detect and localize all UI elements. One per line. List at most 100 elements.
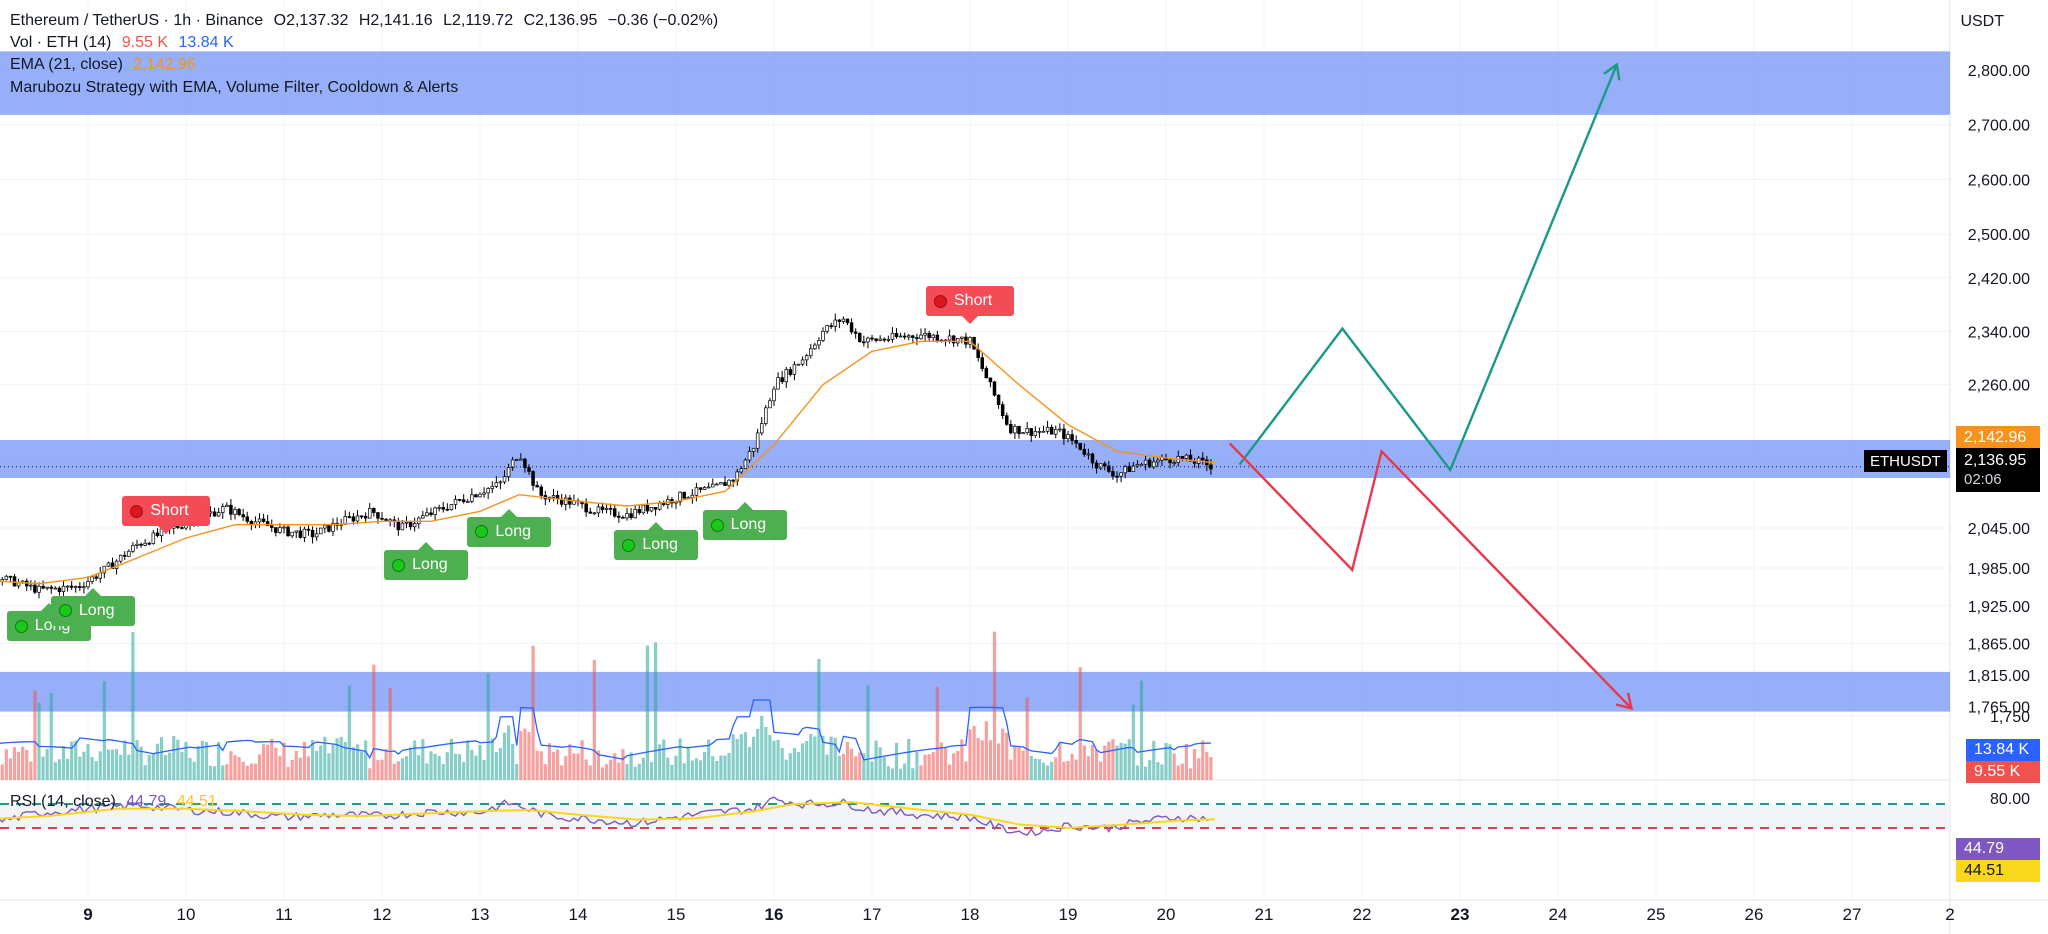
- candle-body: [290, 531, 294, 537]
- signal-dot-icon: [58, 604, 72, 618]
- candle-body: [265, 521, 270, 527]
- signal-long-label[interactable]: Long: [384, 542, 469, 580]
- volume-bar: [168, 752, 172, 780]
- candle-body: [1172, 462, 1176, 465]
- volume-bar: [302, 741, 307, 780]
- candle-body: [690, 494, 695, 498]
- candle-body: [1025, 428, 1029, 434]
- candle-body: [588, 511, 592, 514]
- volume-bar: [1099, 761, 1103, 780]
- volume-bar: [237, 756, 241, 780]
- candle-body: [862, 341, 866, 344]
- candle-body: [600, 506, 605, 510]
- candle-body: [114, 560, 119, 569]
- candle-body: [282, 526, 286, 529]
- candle-body: [886, 339, 891, 341]
- time-tick-label: 12: [373, 905, 392, 924]
- candle-body: [408, 521, 413, 528]
- volume-bar: [1070, 753, 1074, 780]
- volume-bar: [1086, 756, 1091, 780]
- legend-ema-value: 2,142.96: [133, 56, 196, 73]
- legend-low: L2,119.72: [443, 12, 514, 29]
- volume-bar: [127, 754, 131, 780]
- volume-bar: [813, 736, 817, 780]
- legend-rsi[interactable]: RSI (14, close) 44.79 44.51: [10, 793, 217, 811]
- volume-bar: [984, 721, 988, 780]
- volume-bar: [82, 751, 86, 780]
- candle-body: [1062, 428, 1066, 440]
- volume-bar: [384, 748, 388, 780]
- volume-bar: [751, 736, 756, 780]
- volume-bar: [968, 729, 972, 780]
- volume-bar: [768, 735, 772, 780]
- legend-ema[interactable]: EMA (21, close) 2,142.96: [10, 56, 196, 74]
- signal-short-label[interactable]: Short: [122, 496, 211, 534]
- volume-bar: [217, 741, 221, 780]
- volume-bar: [319, 745, 323, 780]
- volume-bar: [294, 750, 298, 780]
- signal-text: Short: [150, 502, 189, 519]
- volume-bar: [898, 768, 903, 780]
- signal-long-label[interactable]: Long: [702, 502, 787, 540]
- volume-bar: [653, 642, 658, 780]
- volume-bar: [106, 749, 111, 780]
- candle-body: [396, 520, 401, 531]
- volume-bar: [25, 750, 29, 780]
- candle-body: [825, 325, 829, 332]
- price-tick-label: 1,925.00: [1968, 599, 2030, 616]
- candle-body: [323, 525, 327, 529]
- candle-body: [1209, 464, 1213, 470]
- signal-long-label[interactable]: Long: [614, 522, 699, 560]
- candle-body: [1070, 434, 1074, 441]
- candle-body: [604, 508, 609, 510]
- signal-long-label[interactable]: Long: [467, 508, 552, 547]
- signal-short-label[interactable]: Short: [926, 286, 1014, 324]
- price-unit-label[interactable]: USDT: [1960, 13, 2004, 30]
- candle-body: [1123, 465, 1127, 474]
- volume-bar: [870, 761, 874, 780]
- volume-bar: [715, 760, 719, 780]
- volume-bar: [690, 760, 694, 780]
- time-tick-label: 24: [1549, 905, 1568, 924]
- candle-body: [310, 529, 315, 538]
- candle-body: [519, 458, 523, 461]
- volume-bar: [972, 725, 976, 780]
- volume-bar: [233, 755, 237, 780]
- volume-bar: [86, 744, 90, 780]
- volume-bar: [837, 755, 841, 780]
- volume-bar: [511, 743, 515, 780]
- volume-bar: [568, 744, 572, 780]
- volume-bar: [453, 753, 458, 780]
- time-tick-label: 21: [1255, 905, 1274, 924]
- candle-body: [984, 368, 989, 379]
- candle-body: [539, 486, 543, 496]
- volume-bar: [180, 751, 184, 780]
- candle-body: [49, 586, 53, 589]
- candle-body: [906, 335, 911, 338]
- volume-bar: [286, 766, 290, 780]
- volume-bar: [862, 753, 866, 780]
- volume-bar: [1062, 761, 1066, 780]
- volume-bar: [519, 731, 523, 780]
- candle-body: [73, 586, 78, 588]
- volume-bar: [1090, 744, 1095, 780]
- volume-bar: [931, 752, 935, 780]
- candle-body: [331, 522, 335, 532]
- last-price-value: 2,136.95: [1964, 452, 2027, 469]
- volume-bar: [645, 645, 650, 780]
- volume-bar: [1013, 745, 1017, 780]
- candle-body: [278, 527, 282, 533]
- signal-long-label[interactable]: Long: [50, 587, 135, 626]
- candle-body: [1139, 463, 1144, 466]
- volume-bar: [707, 739, 711, 780]
- volume-bar: [1156, 762, 1160, 780]
- candle-body: [608, 508, 613, 510]
- legend-strategy[interactable]: Marubozu Strategy with EMA, Volume Filte…: [10, 79, 458, 97]
- legend-volume[interactable]: Vol · ETH (14) 9.55 K 13.84 K: [10, 34, 234, 52]
- volume-bar: [1192, 749, 1197, 780]
- volume-bar: [486, 673, 490, 780]
- volume-bar: [1143, 766, 1148, 780]
- volume-bar: [1050, 761, 1054, 780]
- candle-body: [180, 527, 184, 529]
